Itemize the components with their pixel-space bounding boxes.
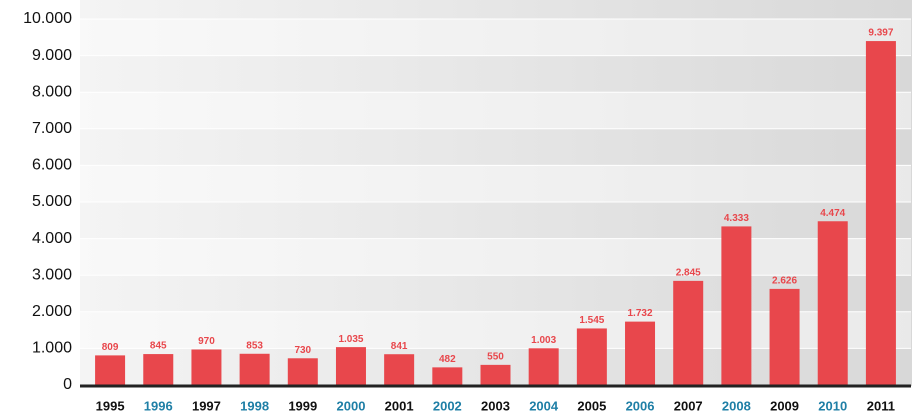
y-tick-label: 1.000	[32, 340, 72, 357]
x-tick-label: 2007	[674, 398, 703, 413]
x-tick-label: 1996	[144, 398, 173, 413]
value-label: 1.732	[628, 308, 653, 319]
y-tick-label: 0	[63, 376, 72, 393]
bar	[769, 288, 800, 385]
value-label: 809	[102, 342, 119, 353]
bar	[528, 348, 559, 385]
bar	[287, 358, 318, 385]
value-label: 970	[198, 336, 215, 347]
grid-band	[80, 92, 911, 129]
x-tick-label: 2004	[529, 398, 559, 413]
grid-band	[80, 165, 911, 202]
value-label: 482	[439, 354, 456, 365]
y-tick-label: 4.000	[32, 230, 72, 247]
y-tick-label: 9.000	[32, 47, 72, 64]
y-tick-label: 8.000	[32, 83, 72, 100]
value-label: 845	[150, 341, 167, 352]
bar	[865, 41, 896, 386]
y-tick-label: 2.000	[32, 303, 72, 320]
value-label: 4.474	[820, 208, 845, 219]
grid-band	[80, 19, 911, 56]
bar	[191, 349, 222, 385]
bar	[673, 280, 704, 385]
bar	[576, 328, 607, 385]
x-tick-label: 2001	[385, 398, 414, 413]
x-tick-label: 1998	[240, 398, 269, 413]
x-tick-label: 2011	[867, 398, 895, 413]
bar	[335, 347, 366, 385]
bar	[239, 353, 270, 385]
y-tick-label: 6.000	[32, 157, 72, 174]
value-label: 730	[294, 345, 311, 356]
grid-band	[80, 238, 911, 276]
x-tick-label: 1997	[192, 398, 221, 413]
bar	[625, 321, 656, 385]
value-label: 9.397	[868, 28, 893, 39]
x-tick-label: 2009	[770, 398, 799, 413]
value-label: 2.845	[676, 268, 701, 279]
x-tick-label: 2008	[722, 398, 751, 413]
value-label: 841	[391, 341, 408, 352]
value-label: 550	[487, 352, 504, 363]
y-tick-label: 5.000	[32, 193, 72, 210]
value-label: 853	[246, 340, 263, 351]
x-tick-label: 2010	[818, 398, 847, 413]
x-tick-label: 2003	[481, 398, 510, 413]
x-tick-label: 2000	[337, 398, 366, 413]
x-tick-label: 1995	[96, 398, 125, 413]
bar	[432, 367, 463, 385]
y-tick-label: 10.000	[23, 10, 72, 27]
bar	[95, 355, 126, 385]
y-tick-label: 3.000	[32, 266, 72, 283]
bar	[721, 226, 752, 385]
value-label: 1.035	[338, 334, 363, 345]
bar	[817, 221, 848, 385]
bar	[480, 364, 511, 385]
x-tick-label: 2002	[433, 398, 462, 413]
x-tick-label: 2005	[577, 398, 606, 413]
value-label: 4.333	[724, 213, 749, 224]
x-tick-label: 1999	[288, 398, 317, 413]
bar	[143, 354, 174, 385]
value-label: 2.626	[772, 276, 797, 287]
x-tick-label: 2006	[626, 398, 655, 413]
value-label: 1.003	[531, 335, 556, 346]
value-label: 1.545	[579, 315, 604, 326]
bar	[384, 354, 415, 385]
y-tick-label: 7.000	[32, 120, 72, 137]
